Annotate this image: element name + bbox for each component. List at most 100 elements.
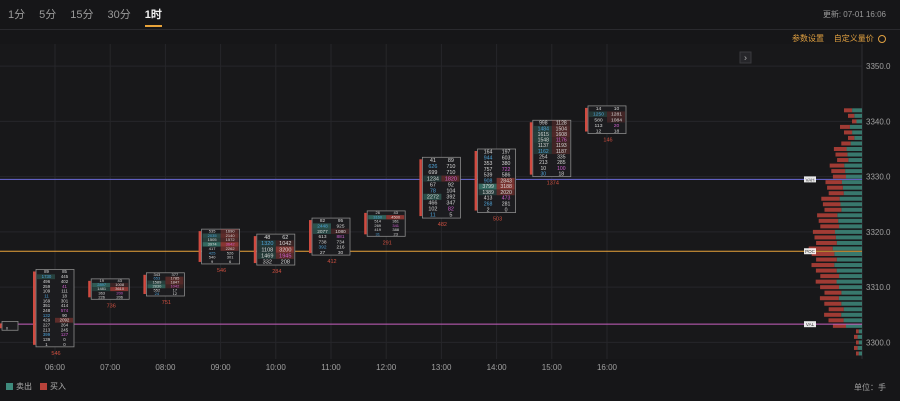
cell-sell-value: 540 [209,255,216,260]
cell-buy-highlight [110,282,129,288]
cell-buy-value: 3610 [115,286,125,291]
profile-bar-buy [816,257,837,262]
params-settings-button[interactable]: 参数设置 [792,34,824,43]
cell-sell-value: 332 [263,260,272,266]
cell-buy-value: 1193 [556,143,567,149]
profile-bar-sell [857,345,862,350]
tab-15min[interactable]: 15分 [70,9,94,21]
cell-buy-highlight [331,228,349,234]
cell-buy-value: 734 [337,239,345,245]
cell-sell-value: 1469 [261,254,273,260]
tab-5min[interactable]: 5分 [39,9,57,21]
legend-sell: 卖出 [6,381,32,392]
profile-bar-buy [820,285,839,290]
candle-body [585,107,588,132]
cell-buy-value: 1847 [170,280,180,285]
legend: 卖出 买入 [6,381,66,392]
cell-sell-value: 653 [154,276,161,281]
tab-30min[interactable]: 30分 [107,9,131,21]
cell-buy-highlight [551,142,570,149]
cell-buy-value: 445 [61,274,69,279]
buy-swatch [40,383,47,390]
profile-bar-sell [834,252,862,256]
cell-sell-value: 102 [428,207,437,213]
cell-buy-value: 3188 [500,184,512,190]
cell-buy-value: 2020 [500,190,512,196]
x-tick-label: 09:00 [211,363,232,372]
y-tick-label: 3350.0 [866,62,891,71]
cell-buy-value: 95 [338,218,344,224]
cell-buy-value: 473 [502,196,511,202]
cell-buy-value: 3642 [226,242,236,247]
cell-buy-value: 1820 [445,176,457,182]
header-divider [0,29,900,30]
cell-sell-highlight [423,193,442,200]
profile-bar-buy [856,351,859,356]
candle-volume-label: 291 [383,240,392,246]
cell-sell-value: 0 [6,325,9,330]
cell-sell-value: 2035 [208,233,218,238]
profile-bar-sell [843,318,862,323]
tab-1min[interactable]: 1分 [8,9,26,21]
cell-buy-highlight [441,175,460,182]
profile-bar-buy [808,246,833,251]
val-line-label: VAL [806,322,815,327]
cell-sell-value: 9 [211,259,214,264]
profile-bar-buy [856,340,859,345]
cell-sell-highlight [37,274,55,280]
cell-buy-value: 392 [446,195,455,201]
cell-sell-value: 41 [430,158,436,164]
candle-volume-label: 412 [327,259,336,265]
cell-buy-value: 722 [502,167,511,173]
cell-sell-value: 2 [487,207,490,213]
custom-volume-price-button[interactable]: 自定义量价 [834,33,886,44]
cell-sell-value: 2448 [317,223,328,229]
footprint-chart[interactable]: 3350.0 3340.0 3330.0 3320.0 3310.0 3300.0 06:0… [0,44,900,374]
cell-buy-value: 586 [502,173,511,179]
profile-bar-sell [858,340,862,345]
cell-sell-value: 757 [484,167,493,173]
cell-buy-highlight [220,237,239,243]
profile-bar-sell [844,163,862,168]
y-tick-label: 3300.0 [866,338,891,347]
cell-buy-value: 17 [173,287,178,292]
cell-sell-highlight [478,183,497,190]
legend-buy: 买入 [40,381,66,392]
cell-buy-value: 281 [502,202,511,208]
profile-bar-buy [819,296,839,301]
profile-bar-sell [836,268,862,273]
cell-buy-value: 710 [446,164,455,170]
cell-buy-value: 1187 [556,149,567,155]
cell-sell-highlight [147,280,166,285]
cell-sell-value: 429 [43,318,51,323]
profile-bar-buy [828,307,844,312]
candle-box [1,321,19,331]
cell-buy-value: 1690 [226,229,236,234]
cell-sell-value: 1 [45,342,48,347]
profile-bar-sell [838,218,862,223]
cell-sell-highlight [533,137,552,143]
cell-sell-value: 213 [539,160,548,166]
cell-buy-value: 2843 [500,178,512,184]
profile-bar-sell [841,180,862,185]
cell-buy-value: 0 [63,337,66,342]
profile-bar-buy [833,147,847,151]
profile-bar-buy [822,202,841,207]
profile-bar-sell [839,224,862,229]
cell-sell-highlight [533,148,552,155]
profile-bar-sell [847,152,862,157]
cell-buy-value: 18 [62,293,67,298]
poc-line-tag [804,248,816,255]
cell-buy-highlight [386,215,405,220]
profile-bar-buy [844,108,853,113]
candle-body [143,274,146,294]
cell-sell-highlight [368,215,387,220]
cell-sell-value: 399 [43,332,51,337]
cell-sell-highlight [92,282,111,288]
cell-buy-value: 2092 [60,318,70,323]
cell-buy-highlight [496,189,515,196]
tab-1hour[interactable]: 1时 [144,6,162,27]
cell-buy-value: 127 [61,332,69,337]
cell-sell-value: 699 [428,170,437,176]
